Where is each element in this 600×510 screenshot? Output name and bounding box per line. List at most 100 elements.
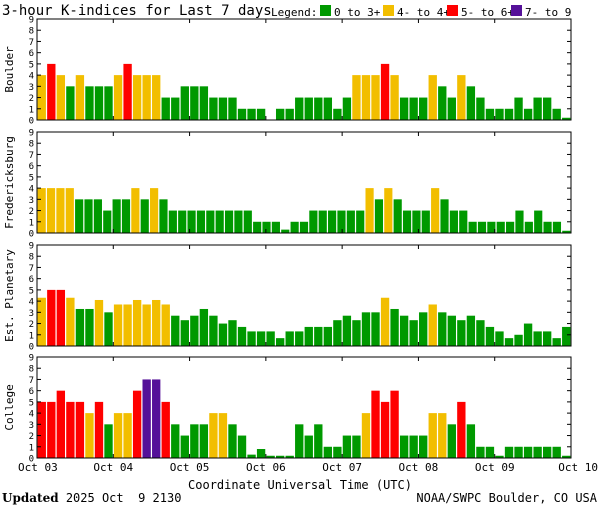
k-index-bar	[384, 188, 393, 233]
k-index-bar	[209, 315, 218, 346]
k-index-bar	[419, 435, 428, 458]
k-index-bar	[237, 435, 247, 458]
k-index-bar	[123, 63, 132, 120]
k-index-bar	[304, 435, 313, 458]
k-index-bar	[318, 210, 327, 233]
footer-updated: Updated 2025 Oct 9 2130	[2, 491, 181, 505]
k-index-bar	[94, 299, 104, 346]
y-tick-label: 2	[29, 94, 34, 104]
k-index-bar	[562, 230, 571, 233]
k-index-bar	[113, 304, 123, 346]
k-index-bar	[180, 435, 189, 458]
k-index-bar	[152, 299, 161, 346]
k-index-bar	[552, 446, 561, 458]
y-tick-label: 4	[29, 185, 34, 195]
chart-panels: 0123456789Boulder0123456789Fredericksbur…	[3, 16, 572, 465]
k-index-bar	[84, 199, 93, 233]
k-index-bar	[85, 413, 94, 458]
k-index-bar	[66, 401, 75, 458]
k-index-bar	[47, 63, 56, 120]
k-index-bar	[37, 297, 46, 346]
k-index-bar	[56, 390, 66, 458]
legend-swatch	[320, 5, 331, 16]
k-index-bar	[562, 326, 571, 346]
k-index-bar	[150, 188, 159, 233]
k-index-bar	[152, 379, 161, 458]
k-index-bar	[65, 188, 74, 233]
legend-swatch	[447, 5, 458, 16]
k-index-bar	[47, 289, 56, 346]
k-index-bar	[66, 86, 75, 120]
y-tick-label: 4	[29, 72, 34, 82]
y-tick-label: 4	[29, 410, 34, 420]
k-index-bar	[487, 221, 496, 233]
k-index-bar	[94, 86, 104, 120]
k-index-bar	[485, 446, 495, 458]
footer-source: NOAA/SWPC Boulder, CO USA	[416, 491, 597, 505]
k-index-bar	[171, 97, 180, 120]
legend-item-label: 4- to 4+	[397, 6, 450, 19]
k-index-bar	[142, 75, 151, 120]
k-index-bar	[275, 455, 285, 458]
k-index-bar	[215, 210, 224, 233]
x-tick-label: Oct 06	[246, 461, 286, 474]
legend-swatch	[511, 5, 522, 16]
k-index-bar	[285, 455, 294, 458]
k-index-bar	[104, 312, 113, 346]
k-index-bar	[228, 320, 237, 346]
k-index-bar	[485, 108, 495, 120]
k-index-bar	[534, 210, 543, 233]
k-index-bar	[209, 413, 218, 458]
legend-item: 5- to 6+	[447, 5, 514, 19]
k-index-bar	[171, 315, 180, 346]
k-index-bar	[206, 210, 215, 233]
k-index-bar	[256, 108, 266, 120]
k-index-bar	[323, 446, 333, 458]
k-index-bar	[190, 424, 199, 458]
y-tick-label: 1	[29, 105, 34, 115]
k-index-bar	[132, 75, 142, 120]
k-index-bar	[218, 323, 228, 346]
k-index-bar	[402, 210, 412, 233]
y-tick-label: 3	[29, 196, 34, 206]
k-index-bar	[180, 320, 189, 346]
y-tick-label: 1	[29, 443, 34, 453]
legend-swatch	[383, 5, 394, 16]
y-tick-label: 5	[29, 286, 34, 296]
k-index-bar	[533, 97, 542, 120]
k-index-bar	[440, 199, 449, 233]
x-axis-label: Coordinate Universal Time (UTC)	[188, 478, 412, 492]
k-index-bar	[295, 331, 304, 346]
y-tick-label: 3	[29, 421, 34, 431]
k-index-bar	[421, 210, 430, 233]
k-index-bar	[121, 199, 131, 233]
y-tick-label: 2	[29, 432, 34, 442]
k-index-bar	[304, 97, 313, 120]
panel-frame	[36, 356, 572, 459]
k-index-bar	[295, 424, 304, 458]
k-index-bar	[438, 312, 447, 346]
k-index-bar	[75, 308, 85, 346]
k-index-bar	[515, 210, 524, 233]
k-index-bar	[187, 210, 196, 233]
k-index-bar	[56, 289, 66, 346]
y-tick-label: 7	[29, 264, 34, 274]
k-index-bar	[113, 413, 123, 458]
k-index-bar	[356, 210, 365, 233]
k-index-bar	[447, 424, 456, 458]
k-index-bar	[371, 312, 380, 346]
k-index-bar	[399, 97, 409, 120]
k-index-bar	[262, 221, 271, 233]
k-index-bar	[447, 315, 456, 346]
k-index-bar	[409, 97, 418, 120]
k-index-bar	[514, 97, 523, 120]
k-index-bar	[552, 221, 562, 233]
k-index-bar	[159, 199, 168, 233]
k-index-bar	[140, 199, 149, 233]
k-index-bar	[178, 210, 187, 233]
k-index-bar	[37, 75, 46, 120]
x-tick-label: Oct 04	[93, 461, 133, 474]
